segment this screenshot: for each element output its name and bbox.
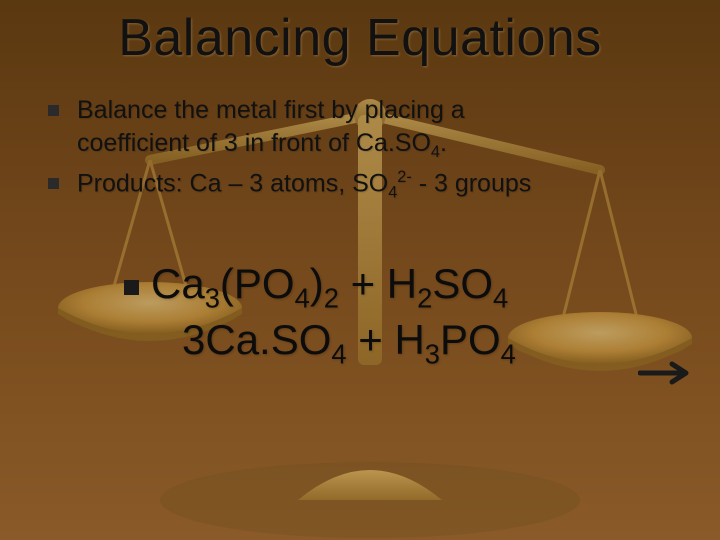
b1-line1: Balance the metal first by placing a: [77, 96, 465, 124]
bullet-2-text: Products: Ca – 3 atoms, SO42- - 3 groups: [77, 167, 531, 204]
reaction-arrow-icon: [638, 360, 694, 386]
bullet-list: Balance the metal first by placing a coe…: [48, 94, 692, 204]
eq-l2-caso: 3Ca.SO: [182, 316, 331, 363]
eq-l1-plus: + H: [339, 260, 417, 307]
bullet-1: Balance the metal first by placing a coe…: [48, 94, 692, 163]
bullet-square-icon: [48, 105, 59, 116]
bullet-2: Products: Ca – 3 atoms, SO42- - 3 groups: [48, 167, 692, 204]
slide-title: Balancing Equations: [28, 8, 692, 68]
bullet-1-text: Balance the metal first by placing a coe…: [77, 94, 465, 163]
eq-l1-paren: ): [310, 260, 324, 307]
sub-4: 4: [388, 184, 397, 202]
equation-line-1: Ca3(PO4)2 + H2SO4: [124, 258, 692, 315]
sub-2: 2: [417, 283, 432, 314]
sub-4: 4: [431, 143, 440, 161]
equation-line-1-text: Ca3(PO4)2 + H2SO4: [151, 258, 508, 315]
equation-block: Ca3(PO4)2 + H2SO4 3Ca.SO4 + H3PO4: [124, 258, 692, 370]
slide-content: Balancing Equations Balance the metal fi…: [0, 0, 720, 370]
eq-l1-so: SO: [432, 260, 493, 307]
sub-3: 3: [205, 283, 220, 314]
sub-4: 4: [501, 338, 516, 369]
equation-line-2-text: 3Ca.SO4 + H3PO4: [182, 315, 692, 371]
b2b: - 3 groups: [412, 170, 532, 198]
bullet-square-icon: [48, 178, 59, 189]
b1-line2c: .: [440, 129, 447, 157]
sub-4: 4: [295, 283, 310, 314]
sup-2minus: 2-: [397, 168, 411, 186]
b1-line2a: coefficient of 3 in front of Ca.SO: [77, 129, 431, 157]
eq-l2-po: PO: [440, 316, 501, 363]
sub-4: 4: [331, 338, 346, 369]
sub-3: 3: [425, 338, 440, 369]
sub-4: 4: [493, 283, 508, 314]
eq-l1-ca: Ca: [151, 260, 205, 307]
sub-2: 2: [324, 283, 339, 314]
bullet-square-icon: [124, 280, 139, 295]
b2a: Products: Ca – 3 atoms, SO: [77, 170, 388, 198]
eq-l1-po: (PO: [220, 260, 295, 307]
eq-l2-plus: + H: [347, 316, 425, 363]
